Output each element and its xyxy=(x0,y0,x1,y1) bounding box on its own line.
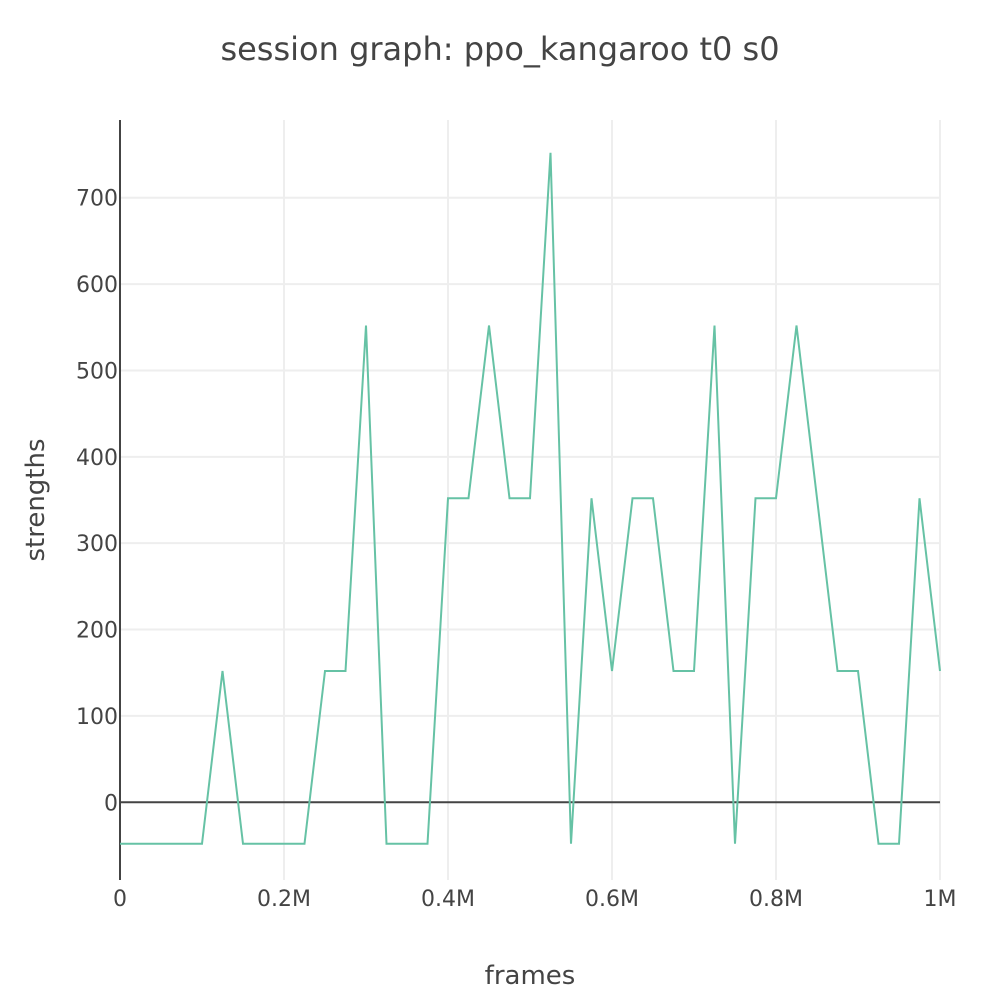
y-tick-label: 600 xyxy=(76,273,118,298)
y-tick-label: 300 xyxy=(76,532,118,557)
x-tick-label: 0.4M xyxy=(421,887,475,912)
tick-labels: 0 0.2M 0.4M 0.6M 0.8M 1M 0 100 200 300 400 500 600 70… xyxy=(76,187,956,912)
y-tick-label: 500 xyxy=(76,359,118,384)
y-tick-label: 200 xyxy=(76,619,118,644)
series-line xyxy=(120,152,941,845)
x-tick-label: 0.8M xyxy=(749,887,803,912)
y-tick-label: 0 xyxy=(104,791,118,816)
x-tick-label: 0.2M xyxy=(257,887,311,912)
x-tick-label: 0.6M xyxy=(585,887,639,912)
chart-title: session graph: ppo_kangaroo t0 s0 xyxy=(220,30,779,68)
x-tick-label: 1M xyxy=(924,887,957,912)
series-lines xyxy=(120,152,941,845)
x-axis-label: frames xyxy=(485,961,576,991)
gridlines xyxy=(120,120,941,880)
y-tick-label: 700 xyxy=(76,187,118,212)
axes xyxy=(119,120,940,880)
y-axis-label: strengths xyxy=(21,438,51,561)
y-tick-label: 100 xyxy=(76,705,118,730)
x-tick-label: 0 xyxy=(113,887,127,912)
y-tick-label: 400 xyxy=(76,446,118,471)
